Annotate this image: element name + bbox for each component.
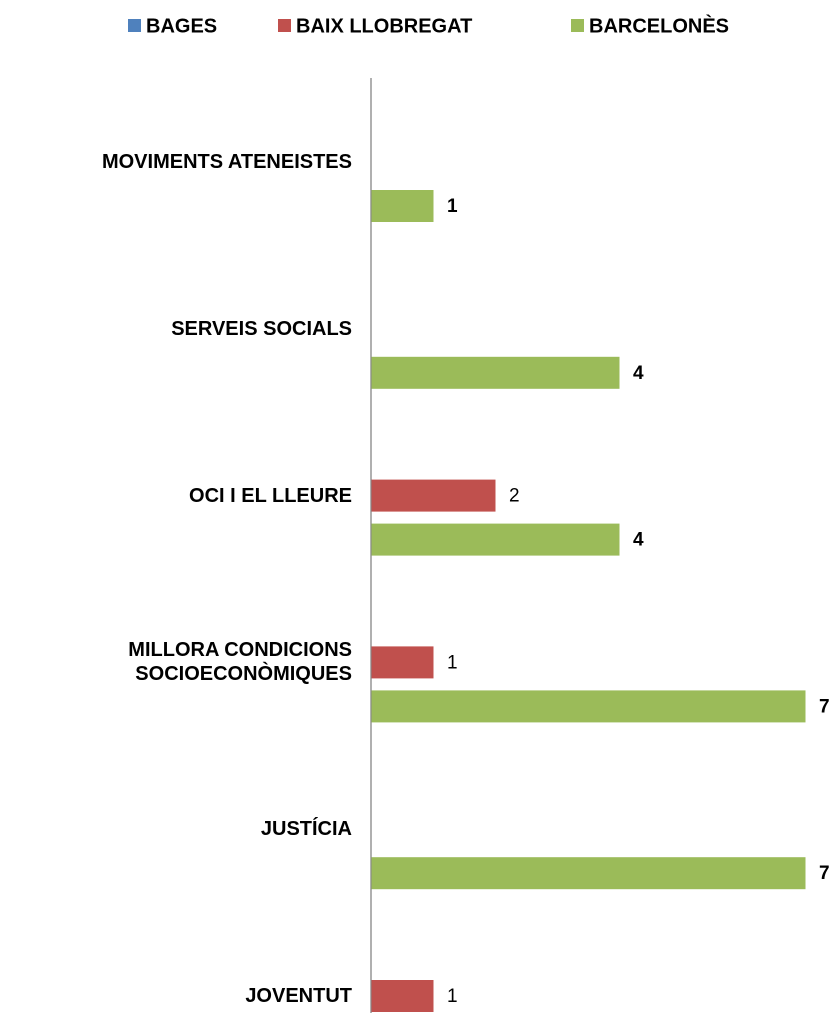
bar: [371, 356, 620, 389]
data-label: 1: [447, 986, 458, 1007]
category-label: JUSTÍCIA: [260, 818, 352, 841]
data-label: 2: [509, 486, 520, 507]
category-label: MILLORA CONDICIONS SOCIOECONÒMIQUES: [128, 639, 352, 686]
data-label: 4: [633, 530, 644, 551]
bar: [371, 646, 434, 679]
legend-swatch: [128, 19, 141, 32]
category-label: MOVIMENTS ATENEISTES: [101, 151, 352, 173]
bar: [371, 523, 620, 556]
bar: [371, 857, 806, 890]
data-label: 7: [819, 863, 830, 884]
bar: [371, 190, 434, 222]
legend-swatch: [278, 19, 291, 32]
data-label: 4: [633, 363, 644, 384]
category-label: SERVEIS SOCIALS: [171, 317, 352, 340]
category-label: JOVENTUT: [245, 985, 352, 1007]
legend-label: BAIX LLOBREGAT: [296, 15, 472, 37]
legend-swatch: [571, 19, 584, 32]
category-label: OCI I EL LLEURE: [189, 484, 352, 507]
bar: [371, 980, 434, 1012]
legend-label: BARCELONÈS: [589, 14, 729, 37]
data-label: 7: [819, 696, 830, 717]
data-label: 1: [447, 196, 458, 217]
legend-label: BAGES: [146, 15, 217, 37]
bar: [371, 479, 496, 512]
data-label: 1: [447, 652, 458, 673]
bar: [371, 690, 806, 723]
